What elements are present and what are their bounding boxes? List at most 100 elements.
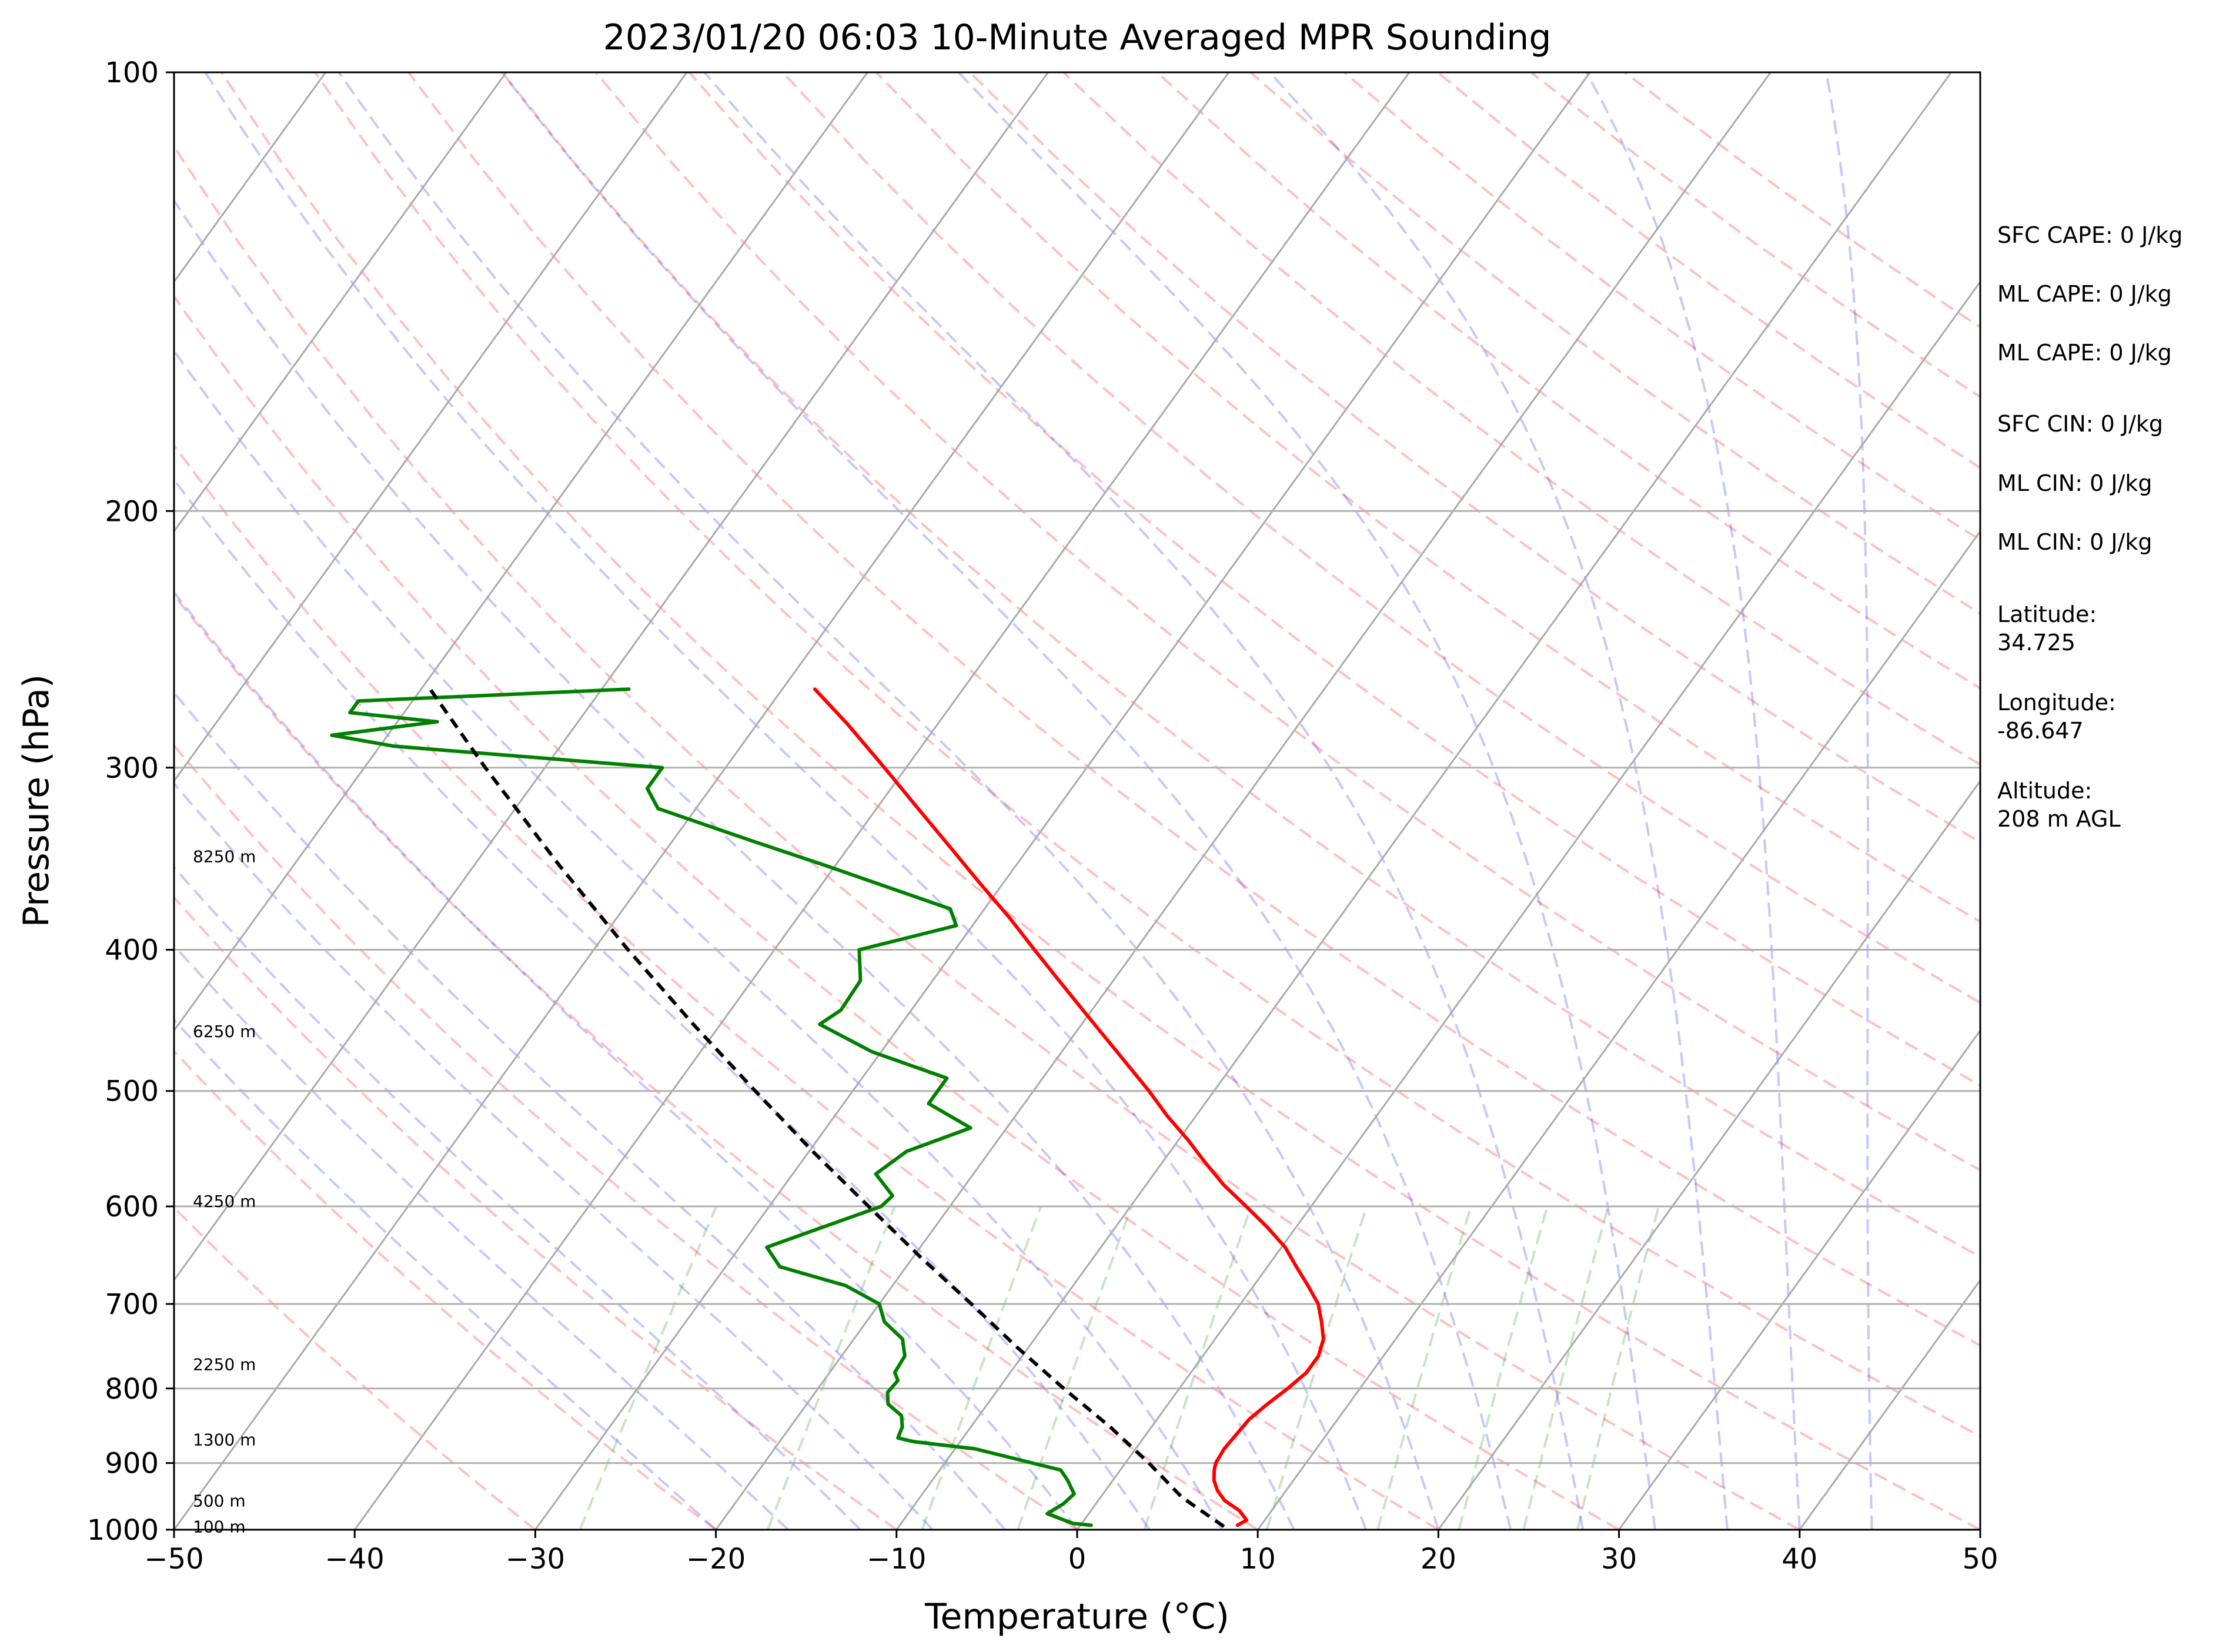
y-axis: 100 200 300 400 500 600 700 800 900 1000: [87, 56, 174, 1547]
side-panel-text: Longitude: -86.647: [1997, 690, 2116, 744]
moist-adiabat-line: [1825, 72, 1873, 1530]
plot-background: [174, 72, 1980, 1530]
dry-adiabats: [174, 72, 1980, 1530]
dry-adiabat-line: [1156, 72, 1980, 690]
series-lines: [330, 687, 1325, 1529]
isotherm-line: [1438, 779, 1980, 1530]
dry-adiabat-line: [174, 1206, 536, 1530]
moist-adiabats: [174, 72, 1873, 1530]
isotherm-line: [534, 72, 1591, 1530]
isotherm-line: [353, 72, 1411, 1530]
dewpoint-line: [330, 687, 1093, 1527]
plot-area: [174, 72, 1980, 1530]
dry-adiabat-line: [1062, 72, 1980, 766]
isotherm-line: [715, 72, 1772, 1530]
isotherm-line: [174, 72, 868, 1032]
height-labels: 8250 m 6250 m 4250 m 2250 m 1300 m 500 m 100 m: [193, 847, 256, 1536]
isotherm-line: [895, 72, 1952, 1530]
moist-adiabat-line: [703, 72, 1585, 1530]
isotherm-line: [174, 72, 1230, 1530]
y-tick-label: 500: [105, 1075, 159, 1108]
moist-adiabat-line: [174, 1018, 717, 1530]
dry-adiabat-line: [174, 593, 1259, 1530]
dry-adiabat-line: [688, 72, 1980, 1087]
moist-adiabat-line: [174, 944, 789, 1530]
isotherm-line: [1618, 1029, 1980, 1530]
chart-title: 2023/01/20 06:03 10-Minute Averaged MPR …: [603, 17, 1552, 58]
dry-adiabat-line: [969, 72, 1980, 844]
moist-adiabat-line: [174, 865, 861, 1530]
x-axis-label: Temperature (°C): [924, 1596, 1229, 1637]
x-tick-label: −50: [144, 1543, 203, 1576]
y-tick-label: 700: [105, 1288, 159, 1321]
isotherm-line: [1076, 280, 1980, 1530]
moist-adiabat-line: [174, 590, 1078, 1530]
mixing-ratio-line: [1265, 1206, 1368, 1530]
dry-adiabat-line: [174, 143, 1800, 1530]
y-tick-label: 100: [105, 56, 159, 89]
side-panel-text: ML CAPE: 0 J/kg: [1997, 340, 2172, 366]
isotherm-line: [174, 72, 688, 782]
dry-adiabat-line: [875, 72, 1980, 924]
y-axis-label: Pressure (hPa): [16, 674, 57, 927]
x-tick-label: −30: [506, 1543, 565, 1576]
y-tick-label: 600: [105, 1190, 159, 1223]
mixing-ratio-line: [1522, 1206, 1610, 1530]
side-panel-text: SFC CAPE: 0 J/kg: [1997, 222, 2182, 248]
moist-adiabat-line: [174, 349, 1223, 1530]
mixing-ratio-line: [1576, 1206, 1660, 1530]
y-tick-label: 300: [105, 752, 159, 785]
x-tick-label: −40: [325, 1543, 385, 1576]
moist-adiabat-line: [1585, 72, 1801, 1530]
x-tick-label: −10: [867, 1543, 926, 1576]
x-tick-label: 20: [1421, 1543, 1456, 1576]
dry-adiabat-line: [174, 1049, 717, 1530]
moist-adiabat-line: [174, 781, 934, 1530]
dry-adiabat-line: [781, 72, 1980, 1004]
height-label: 6250 m: [193, 1022, 256, 1041]
dry-adiabat-line: [407, 72, 1980, 1347]
height-label: 4250 m: [193, 1192, 256, 1211]
dry-adiabat-line: [501, 72, 1980, 1259]
moist-adiabat-line: [957, 72, 1656, 1530]
y-tick-label: 1000: [87, 1514, 159, 1547]
y-tick-label: 900: [105, 1447, 159, 1480]
moist-adiabat-line: [204, 72, 1368, 1530]
x-tick-label: 30: [1601, 1543, 1637, 1576]
moist-adiabat-line: [501, 72, 1512, 1530]
isotherm-line: [1799, 1278, 1980, 1530]
temperature-line: [813, 687, 1325, 1527]
moist-adiabat-line: [174, 691, 1006, 1530]
side-panel-text: Latitude: 34.725: [1997, 601, 2097, 656]
mixing-ratio-line: [1376, 1206, 1472, 1530]
dry-adiabat-line: [174, 443, 1439, 1530]
side-panel-text: Altitude: 208 m AGL: [1997, 778, 2121, 832]
x-tick-label: 10: [1240, 1543, 1276, 1576]
x-tick-label: 50: [1962, 1543, 1998, 1576]
y-tick-label: 400: [105, 934, 159, 967]
y-tick-label: 800: [105, 1373, 159, 1406]
isobars: [174, 510, 1980, 1464]
x-axis: −50 −40 −30 −20 −10 0 10 20 30 40 50: [144, 1530, 1998, 1576]
dry-adiabat-line: [314, 72, 1980, 1438]
side-panel-text: ML CIN: 0 J/kg: [1997, 470, 2152, 496]
height-label: 500 m: [193, 1491, 246, 1510]
parcel-profile-line: [429, 688, 1225, 1529]
isotherm-line: [174, 72, 507, 533]
isotherm-line: [174, 72, 1049, 1282]
height-label: 2250 m: [193, 1355, 256, 1375]
height-label: 100 m: [193, 1517, 246, 1537]
x-tick-label: 40: [1782, 1543, 1817, 1576]
dry-adiabat-line: [174, 744, 1078, 1530]
isotherms: [174, 72, 1980, 1530]
height-label: 8250 m: [193, 847, 256, 866]
side-panel-text: ML CIN: 0 J/kg: [1997, 529, 2152, 555]
side-panel-text: SFC CIN: 0 J/kg: [1997, 411, 2163, 437]
moist-adiabat-line: [337, 72, 1440, 1530]
isotherm-line: [1256, 530, 1980, 1530]
y-tick-label: 200: [105, 495, 159, 528]
dry-adiabat-line: [174, 895, 897, 1530]
x-tick-label: −20: [686, 1543, 746, 1576]
moist-adiabat-line: [174, 477, 1151, 1530]
